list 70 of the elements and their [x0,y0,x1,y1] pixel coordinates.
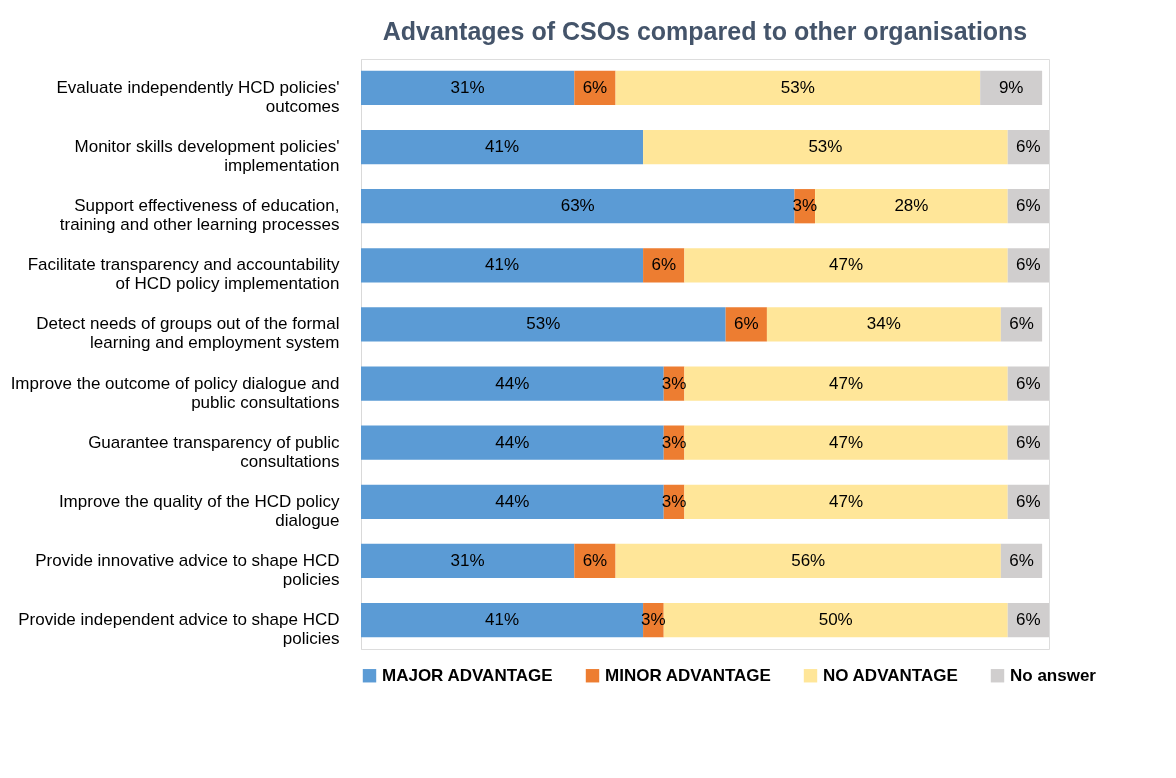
y-tick-label: Provide independent advice to shape HCD policies [18,610,340,649]
data-label: 28% [894,196,929,216]
data-label: 9% [998,77,1024,97]
data-label: 6% [1009,314,1034,334]
data-label: 47% [829,373,864,393]
y-tick-label: Detect needs of groups out of the formal learning and employment system [36,314,340,353]
data-label: 6% [1016,610,1041,630]
data-label: 41% [485,610,520,630]
bar [361,602,644,638]
data-label: 44% [495,432,530,452]
data-label: 6% [1016,432,1041,452]
bar [361,366,664,401]
data-label: 6% [1016,196,1041,216]
bar [361,307,726,342]
chart-title: Advantages of CSOs compared to other organisations [382,17,1028,45]
legend-label: No answer [1010,665,1097,685]
bar [980,70,1043,106]
bar [684,425,1008,460]
data-label: 47% [829,255,864,275]
bar [684,366,1008,401]
data-label: 47% [829,432,864,452]
data-label: 6% [1009,550,1034,570]
y-tick-label: Evaluate independently HCD policies' outcomes [56,77,340,116]
data-label: 44% [495,373,530,393]
data-label: 6% [582,550,608,570]
data-label: 50% [818,610,853,630]
y-tick-label: Support effectiveness of education, training and other learning processes [59,196,340,235]
data-label: 53% [808,137,843,157]
data-label: 6% [733,314,759,334]
bar [361,425,664,460]
data-label: 31% [450,550,485,570]
bar [361,248,644,283]
y-tick-label: Facilitate transparency and accountability of HCD policy implementation [27,255,340,294]
bar [663,602,1008,638]
data-label: 6% [1016,137,1041,157]
bar [766,307,1001,342]
data-label: 47% [829,491,864,511]
data-label: 44% [495,491,530,511]
data-label: 41% [485,255,520,275]
bar [615,70,981,106]
legend-label: MAJOR ADVANTAGE [382,665,553,685]
bar [361,543,575,579]
data-label: 31% [450,77,485,97]
bar [361,129,644,165]
bar [361,189,795,224]
data-label: 6% [1016,255,1041,275]
data-label: 6% [651,255,677,275]
y-tick-label: Provide innovative advice to shape HCD policies [35,550,340,589]
data-label: 53% [526,314,561,334]
bar [361,484,664,519]
bar [684,248,1008,283]
data-label: 53% [780,77,815,97]
bar [815,189,1008,224]
y-tick-label: Improve the quality of the HCD policy dialogue [58,491,340,530]
bar [615,543,1001,579]
data-label: 6% [582,77,608,97]
bar [643,129,1008,165]
legend-label: MINOR ADVANTAGE [605,665,771,685]
y-tick-label: Improve the outcome of policy dialogue and public consultations [10,373,340,412]
bar [361,70,575,106]
y-tick-label: Guarantee transparency of public consultations [88,432,340,471]
bar [684,484,1008,519]
data-label: 63% [560,196,595,216]
data-label: 34% [866,314,901,334]
data-label: 41% [485,137,520,157]
data-label: 6% [1016,373,1041,393]
y-tick-label: Monitor skills development policies' implementation [74,137,340,176]
data-label: 6% [1016,491,1041,511]
legend-label: NO ADVANTAGE [823,665,958,685]
data-label: 56% [791,550,826,570]
